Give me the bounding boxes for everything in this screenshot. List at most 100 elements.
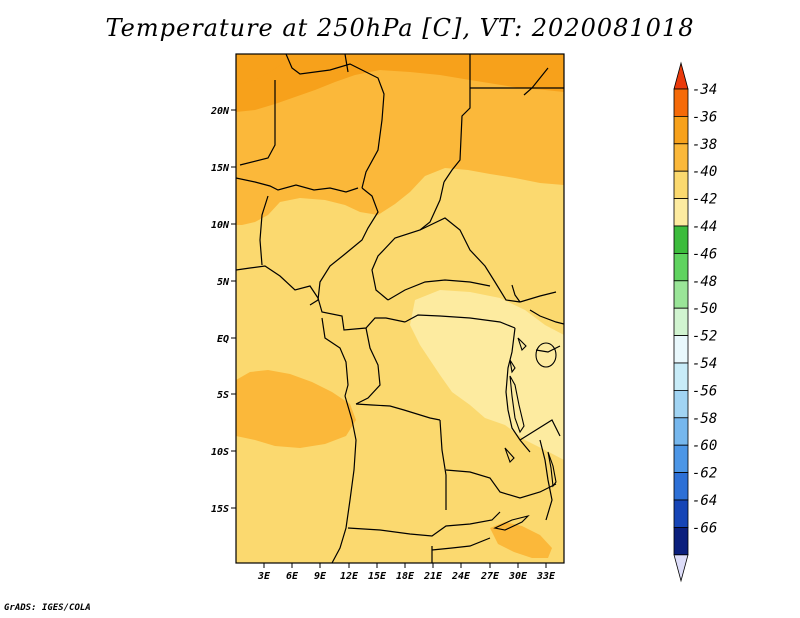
lat-label: 20N <box>210 106 230 117</box>
coast-southwest <box>331 395 357 563</box>
lat-label: 15S <box>211 504 229 515</box>
band-minus36-northwest <box>236 54 290 85</box>
lon-label: 15E <box>368 571 387 582</box>
colorbar-label: -62 <box>692 466 717 482</box>
lat-label: 10N <box>211 220 230 231</box>
lake-kariba <box>493 514 530 531</box>
colorbar-label: -46 <box>692 246 717 262</box>
lon-label: 9E <box>314 571 327 582</box>
colorbar-segment <box>673 527 689 556</box>
border-east-2 <box>535 345 561 353</box>
lake-malawi <box>547 451 557 488</box>
lat-label: 5S <box>217 390 229 401</box>
colorbar-label: -34 <box>692 82 717 98</box>
lake-victoria <box>535 342 557 368</box>
colorbar-segment <box>673 335 689 364</box>
grads-credit: GrADS: IGES/COLA <box>4 603 91 613</box>
border-zambia-south <box>431 537 491 551</box>
border-car-south <box>387 279 491 301</box>
colorbar-label: -58 <box>692 411 717 427</box>
lon-label: 24E <box>451 571 471 582</box>
lat-label: 10S <box>211 447 229 458</box>
colorbar-top-triangle <box>673 61 689 90</box>
lake-kivu <box>509 359 516 374</box>
colorbar-segment <box>673 280 689 309</box>
colorbar-segment <box>673 389 689 419</box>
colorbar-segment <box>673 143 689 172</box>
colorbar-label: -52 <box>692 329 717 345</box>
border-chad-sudan <box>371 181 445 301</box>
band-minus38-west <box>236 370 356 448</box>
colorbar-segment <box>673 362 689 391</box>
border-angola-south <box>347 511 501 537</box>
border-coast-gulf <box>236 265 319 299</box>
border-north-3 <box>443 54 471 183</box>
band-minus42-east <box>410 290 564 460</box>
colorbar-label: -56 <box>692 383 717 399</box>
colorbar-label: -64 <box>692 493 717 509</box>
colorbar-segment <box>673 472 689 501</box>
lake-tanganyika <box>509 375 525 434</box>
lakes <box>493 337 557 531</box>
colorbar-label: -48 <box>692 274 717 290</box>
colorbar-label: -54 <box>692 356 717 372</box>
border-east-1 <box>529 309 564 325</box>
colorbar-segment <box>673 444 689 474</box>
lon-label: 12E <box>340 571 359 582</box>
colorbar-label: -42 <box>692 192 717 208</box>
border-west-africa <box>236 177 359 193</box>
border-red-sea <box>523 67 549 96</box>
border-gabon <box>321 317 349 397</box>
border-zambia <box>445 469 557 499</box>
lat-label: 5N <box>217 277 230 288</box>
colorbar-segment <box>673 170 689 199</box>
lon-label: 30E <box>508 571 528 582</box>
colorbar-segment <box>673 198 689 227</box>
colorbar-label: -38 <box>692 137 717 153</box>
colorbar-label: -40 <box>692 164 717 180</box>
longitude-axis: 3E 6E 9E 12E 15E 18E 21E 24E 27E 30E 33E <box>257 563 556 582</box>
colorbar-bottom-triangle <box>673 554 689 583</box>
colorbar-segment <box>673 417 689 446</box>
colorbar: -34 -36 -38 -40 -42 -44 -46 -48 -50 -52 -54 -56 -58 -… <box>673 61 717 583</box>
lake-albert <box>517 337 527 352</box>
colorbar-segment <box>673 307 689 337</box>
colorbar-segment <box>673 225 689 254</box>
band-minus38-southeast <box>490 522 552 558</box>
border-nigeria-west <box>259 195 269 266</box>
colorbar-label: -60 <box>692 438 717 454</box>
temperature-field <box>236 54 564 563</box>
border-north-5 <box>239 80 276 166</box>
border-angola-north <box>355 403 441 421</box>
lon-label: 18E <box>396 571 415 582</box>
map-frame <box>235 53 565 564</box>
lake-mweru <box>504 447 515 464</box>
lon-label: 6E <box>286 571 299 582</box>
border-car <box>419 217 521 303</box>
lat-label: EQ <box>217 334 229 345</box>
border-drc-east <box>505 327 531 453</box>
border-north-2 <box>344 54 349 73</box>
border-malawi <box>539 439 553 521</box>
lat-label: 15N <box>211 163 230 174</box>
colorbar-label: -44 <box>692 219 717 235</box>
latitude-axis: 20N 15N 10N 5N EQ 5S 10S 15S <box>210 106 236 515</box>
colorbar-segment <box>673 252 689 282</box>
colorbar-segment <box>673 116 689 145</box>
border-angola-east <box>439 419 447 510</box>
colorbar-label: -66 <box>692 520 717 536</box>
colorbar-segment <box>673 499 689 528</box>
border-cameroon <box>317 297 406 331</box>
border-congo <box>355 327 381 405</box>
colorbar-label: -50 <box>692 301 717 317</box>
colorbar-segment <box>673 88 689 117</box>
country-borders <box>236 54 564 563</box>
lon-label: 27E <box>480 571 500 582</box>
lon-label: 3E <box>257 571 271 582</box>
colorbar-label: -36 <box>692 109 717 125</box>
border-sudan-east <box>519 291 557 303</box>
border-drc-north <box>404 314 516 329</box>
border-tanzania <box>519 419 561 441</box>
border-north-1 <box>285 54 385 189</box>
